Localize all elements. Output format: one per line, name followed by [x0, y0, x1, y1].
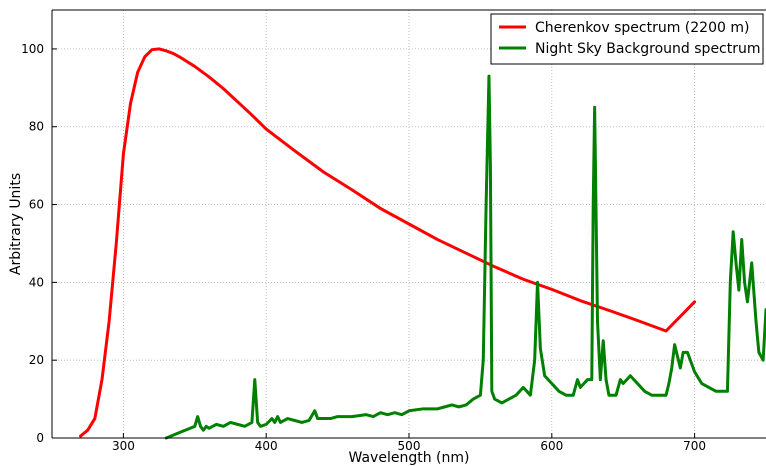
- y-tick-label: 40: [29, 275, 44, 289]
- x-tick-label: 500: [398, 439, 421, 453]
- legend-label: Cherenkov spectrum (2200 m): [535, 20, 749, 36]
- x-tick-label: 300: [112, 439, 135, 453]
- y-tick-label: 80: [29, 120, 44, 134]
- y-axis-label: Arbitrary Units: [8, 173, 24, 275]
- legend-box: [490, 13, 764, 65]
- legend-label: Night Sky Background spectrum: [535, 41, 761, 57]
- series-line-night-sky-background: [164, 74, 766, 440]
- x-axis-label: Wavelength (nm): [349, 450, 470, 466]
- y-tick-label: 0: [36, 431, 44, 445]
- y-tick-label: 20: [29, 353, 44, 367]
- x-tick-label: 400: [255, 439, 278, 453]
- series-layer: [79, 47, 766, 440]
- x-tick-label: 600: [540, 439, 563, 453]
- y-tick-label: 100: [21, 42, 44, 56]
- x-tick-label: 700: [683, 439, 706, 453]
- series-line-cherenkov: [79, 47, 697, 438]
- ticks-layer: 300 400 500 600 700 0 20 40 60 80 100: [21, 42, 706, 453]
- y-tick-label: 60: [29, 198, 44, 212]
- legend: Cherenkov spectrum (2200 m) Night Sky Bac…: [490, 13, 764, 65]
